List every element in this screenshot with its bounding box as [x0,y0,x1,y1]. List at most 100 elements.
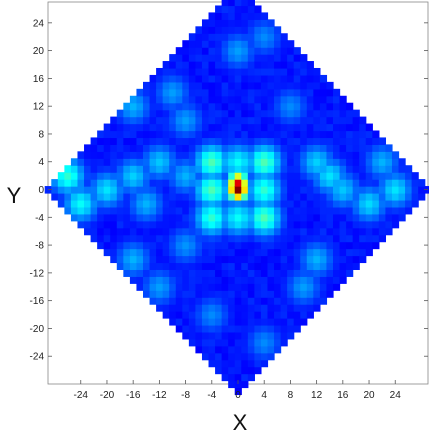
heatmap-cell [359,186,367,194]
heatmap-cell [208,81,216,90]
heatmap-cell [215,304,223,312]
heatmap-cell [188,40,197,48]
heatmap-cell [228,61,236,69]
heatmap-cell [90,206,98,215]
heatmap-cell [169,234,177,243]
heatmap-cell [241,81,249,90]
heatmap-cell [254,137,262,145]
heatmap-cell [385,151,393,159]
heatmap-cell [306,67,314,76]
heatmap-cell [201,88,210,97]
heatmap-cell [195,61,203,69]
heatmap-cell [247,74,255,83]
heatmap-cell [260,179,269,187]
heatmap-cell [300,165,308,173]
heatmap-cell [241,0,249,7]
heatmap-cell [293,165,301,173]
heatmap-cell [188,74,197,83]
heatmap-cell [182,255,190,264]
heatmap-cell [169,158,177,166]
heatmap-cell [346,158,354,166]
heatmap-cell [110,137,118,145]
heatmap-cell [162,262,170,270]
heatmap-cell [156,123,164,132]
heatmap-cell [385,144,393,152]
heatmap-cell [352,130,360,139]
heatmap-cell [175,172,183,180]
heatmap-cell [352,241,360,250]
heatmap-cell [188,172,197,180]
heatmap-cell [97,234,105,243]
heatmap-cell [149,234,157,243]
heatmap-cell [352,199,360,208]
heatmap-cell [254,359,262,368]
heatmap-cell [149,95,157,104]
heatmap-cell [182,290,190,298]
heatmap-cell [280,227,288,236]
heatmap-cell [129,151,138,159]
heatmap-cell [129,269,138,277]
heatmap-cell [293,248,301,257]
heatmap-cell [123,179,131,187]
heatmap-cell [359,172,367,180]
heatmap-cell [156,165,164,173]
heatmap-cell [313,290,321,298]
heatmap-cell [169,54,177,62]
heatmap-cell [254,130,262,139]
heatmap-cell [228,380,236,389]
heatmap-cell [201,297,210,305]
heatmap-cell [201,186,210,194]
heatmap-cell [260,172,269,180]
heatmap-cell [208,352,216,361]
heatmap-cell [201,151,210,159]
heatmap-cell [234,5,242,14]
heatmap-cell [326,88,334,97]
y-tick-label: 20 [33,46,45,57]
heatmap-cell [378,151,387,159]
heatmap-cell [116,213,124,222]
heatmap-cell [274,193,282,201]
heatmap-cell [247,137,255,145]
heatmap-cell [391,172,400,180]
heatmap-cell [385,165,393,173]
heatmap-cell [287,234,295,243]
heatmap-cell [201,338,210,347]
heatmap-cell [182,102,190,111]
heatmap-cell [70,193,79,201]
heatmap-cell [247,61,255,69]
heatmap-cell [215,199,223,208]
heatmap-cell [123,109,131,118]
heatmap-cell [339,255,347,264]
heatmap-cell [333,276,341,284]
heatmap-cell [306,137,314,145]
heatmap-cell [241,33,249,41]
heatmap-cell [228,40,236,48]
heatmap-cell [149,206,157,215]
heatmap-cell [64,206,72,215]
heatmap-cell [339,130,347,139]
heatmap-cell [300,227,308,236]
heatmap-cell [156,74,164,83]
heatmap-cell [260,102,269,111]
heatmap-cell [385,158,393,166]
heatmap-cell [254,179,262,187]
heatmap-cell [90,186,98,194]
heatmap-cell [162,172,170,180]
heatmap-cell [208,40,216,48]
heatmap-cell [143,165,151,173]
heatmap-cell [359,137,367,145]
heatmap-cell [143,186,151,194]
heatmap-cell [254,88,262,97]
heatmap-cell [182,179,190,187]
heatmap-cell [110,199,118,208]
heatmap-cell [97,241,105,250]
heatmap-cell [123,234,131,243]
heatmap-cell [110,206,118,215]
heatmap-cell [280,95,288,104]
heatmap-cell [228,283,236,291]
heatmap-cell [247,67,255,76]
heatmap-cell [372,213,380,222]
heatmap-cell [162,220,170,229]
heatmap-cell [234,54,242,62]
heatmap-cell [221,179,229,187]
